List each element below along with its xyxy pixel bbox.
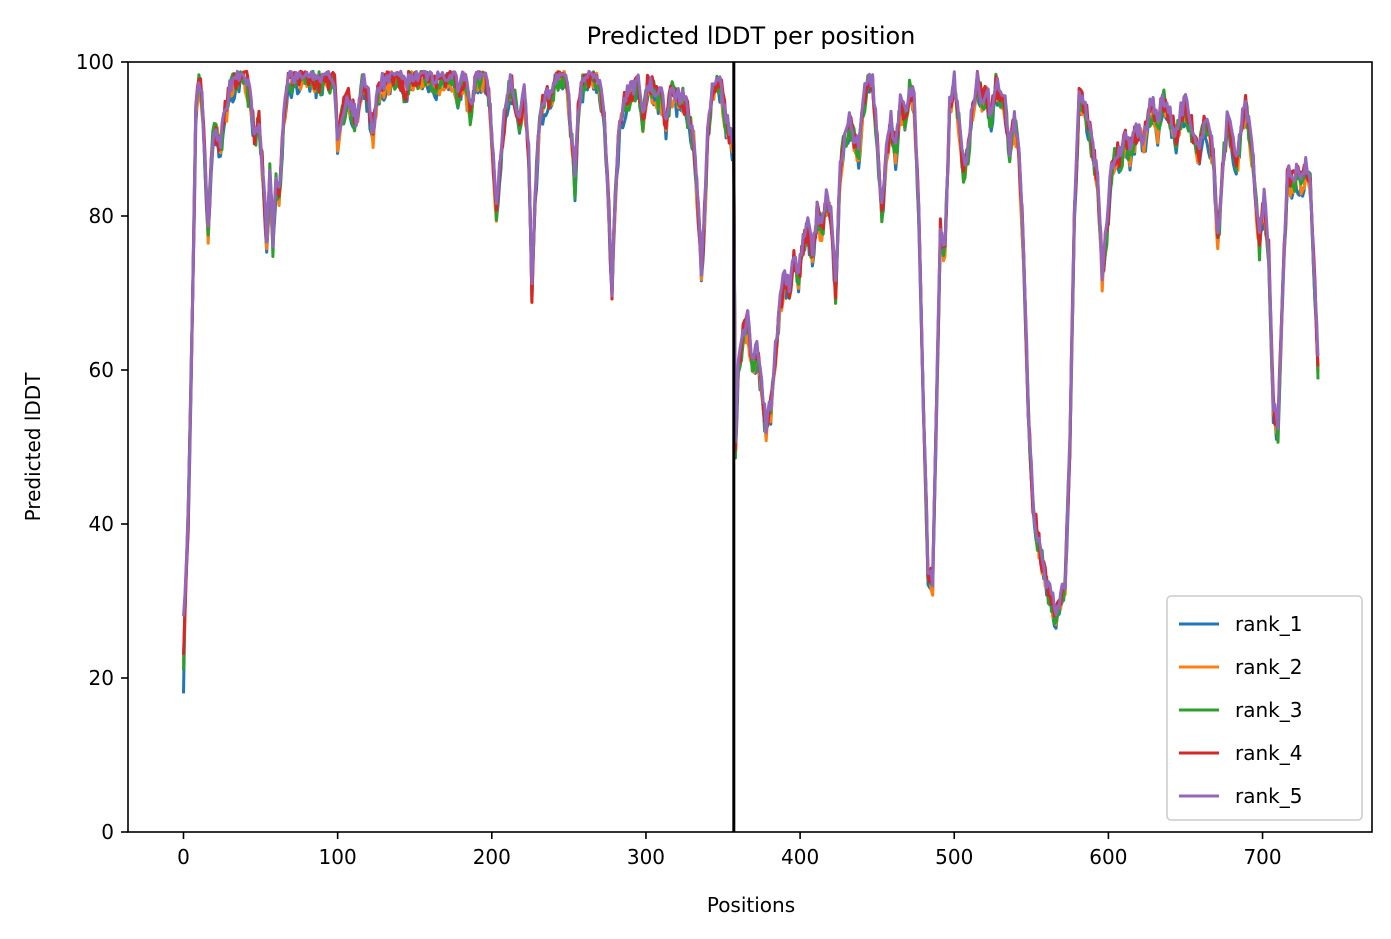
- series-line-rank_5: [182, 69, 1320, 617]
- x-tick-label: 700: [1243, 845, 1281, 869]
- legend: rank_1 rank_2 rank_3 rank_4 rank_5: [1166, 595, 1363, 821]
- x-tick-label: 100: [319, 845, 357, 869]
- y-axis-title: Predicted lDDT: [21, 372, 45, 522]
- y-tick-label: 80: [89, 204, 114, 228]
- x-tick-label: 300: [627, 845, 665, 869]
- y-tick-label: 0: [101, 820, 114, 844]
- y-tick-label: 60: [89, 358, 114, 382]
- y-tick-label: 100: [76, 50, 114, 74]
- y-tick-label: 40: [89, 512, 114, 536]
- series-lines: [182, 69, 1320, 694]
- plot-area: 0 100 200 300 400 500 600 700 0 20 40 60 80 100: [76, 50, 1373, 869]
- legend-label-rank_1: rank_1: [1235, 612, 1302, 636]
- legend-label-rank_4: rank_4: [1235, 741, 1302, 765]
- x-axis-title: Positions: [707, 893, 795, 917]
- axes-frame: [127, 61, 1373, 833]
- x-tick-label: 200: [473, 845, 511, 869]
- legend-label-rank_5: rank_5: [1235, 784, 1302, 808]
- x-tick-label: 400: [781, 845, 819, 869]
- legend-label-rank_2: rank_2: [1235, 655, 1302, 679]
- x-tick-label: 0: [177, 845, 190, 869]
- legend-box: [1166, 595, 1363, 821]
- x-tick-label: 500: [935, 845, 973, 869]
- x-tick-label: 600: [1089, 845, 1127, 869]
- y-tick-label: 20: [89, 666, 114, 690]
- chart-title: Predicted lDDT per position: [587, 22, 916, 50]
- legend-label-rank_3: rank_3: [1235, 698, 1302, 722]
